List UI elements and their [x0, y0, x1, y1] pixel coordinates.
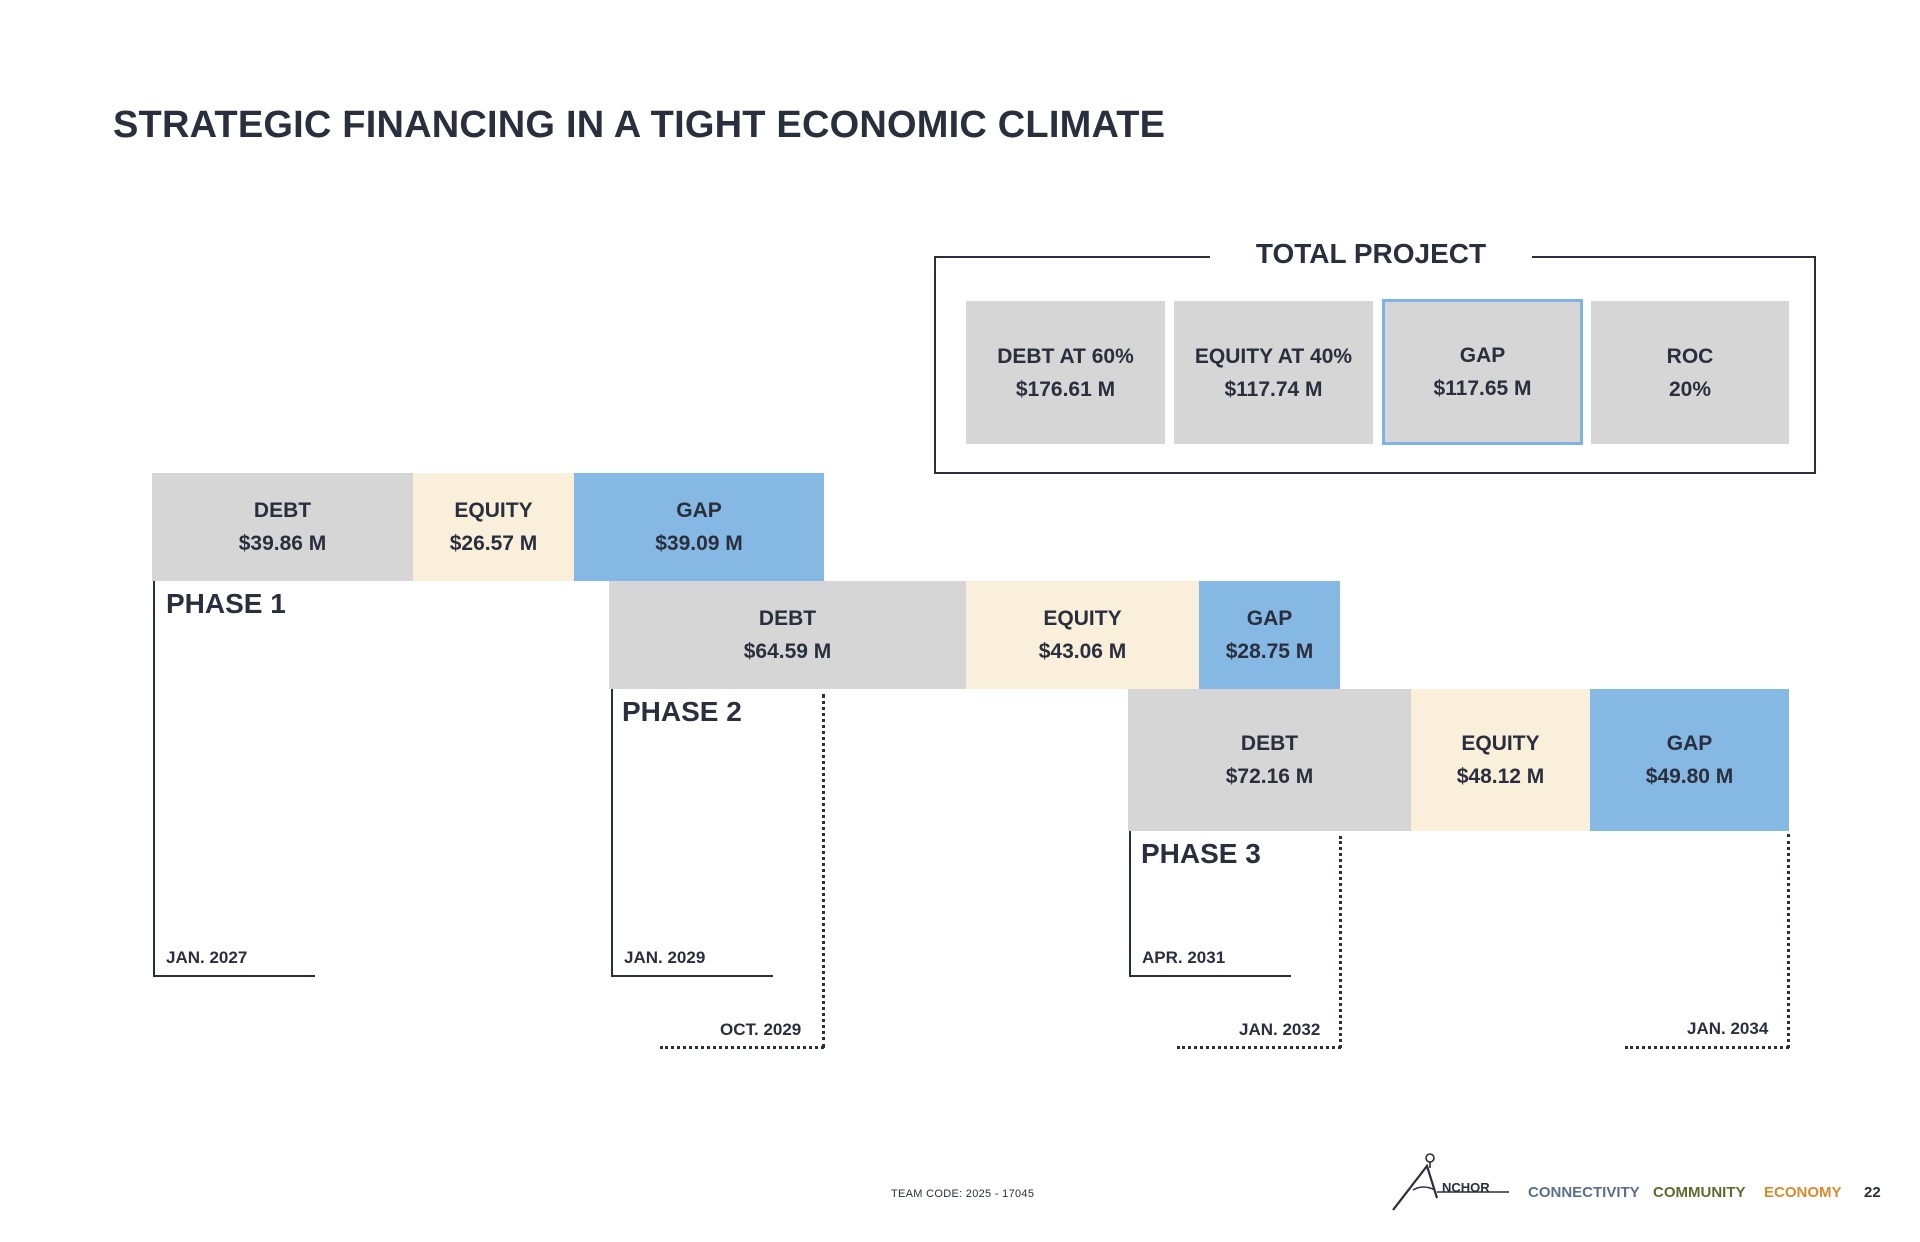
total-project-frame-top-right: [1532, 256, 1816, 258]
phase3-end-dotted-horizontal: [1177, 1046, 1341, 1049]
phase2-bracket-horizontal: [611, 975, 773, 977]
phase3-gap-label: GAP: [1666, 732, 1713, 755]
phase3-debt-value: $72.16 M: [1225, 765, 1314, 788]
total-project-frame-top-left: [934, 256, 1210, 258]
phase3-debt-label: DEBT: [1240, 732, 1299, 755]
phase1-label: PHASE 1: [166, 588, 286, 619]
phase2-equity-box: EQUITY $43.06 M: [966, 581, 1199, 689]
total-gap-label: GAP: [1459, 344, 1506, 367]
phase2-end-dotted-horizontal: [660, 1046, 824, 1049]
total-roc-box: ROC 20%: [1591, 301, 1789, 444]
phase3-start-date: APR. 2031: [1142, 948, 1226, 967]
phase3-end-date: JAN. 2032: [1239, 1020, 1321, 1039]
total-equity-value: $117.74 M: [1224, 377, 1323, 401]
final-dotted-horizontal: [1625, 1046, 1789, 1049]
phase3-gap-value: $49.80 M: [1645, 765, 1734, 788]
phase1-start-date: JAN. 2027: [166, 948, 248, 967]
total-project-frame: [934, 257, 1816, 474]
phase3-equity-label: EQUITY: [1461, 732, 1540, 755]
phase2-gap-label: GAP: [1246, 607, 1293, 630]
phase2-label: PHASE 2: [622, 696, 742, 727]
total-gap-box: GAP $117.65 M: [1382, 299, 1583, 445]
phase1-bracket-horizontal: [153, 975, 315, 977]
phase2-equity-label: EQUITY: [1043, 607, 1122, 630]
team-code: TEAM CODE: 2025 - 17045: [891, 1188, 1035, 1200]
phase1-debt-value: $39.86 M: [238, 532, 327, 555]
phase1-equity-value: $26.57 M: [449, 532, 538, 555]
phase2-end-dotted-vertical: [822, 694, 825, 1048]
anchor-logo-icon: [1392, 1153, 1509, 1211]
phase1-gap-box: GAP $39.09 M: [574, 473, 824, 581]
final-dotted-vertical: [1787, 834, 1790, 1048]
tag-economy: ECONOMY: [1764, 1184, 1842, 1201]
phase1-gap-label: GAP: [676, 499, 722, 522]
phase2-debt-label: DEBT: [758, 607, 817, 630]
phase3-debt-box: DEBT $72.16 M: [1128, 689, 1411, 831]
tag-community: COMMUNITY: [1653, 1184, 1746, 1201]
phase2-equity-value: $43.06 M: [1038, 640, 1127, 663]
phase3-equity-value: $48.12 M: [1456, 765, 1545, 788]
phase3-label: PHASE 3: [1141, 838, 1261, 869]
total-equity-label: EQUITY AT 40%: [1194, 344, 1353, 368]
phase1-equity-label: EQUITY: [454, 499, 533, 522]
phase1-bracket-vertical: [153, 581, 155, 977]
total-gap-value: $117.65 M: [1433, 377, 1532, 400]
phase3-bracket-horizontal: [1129, 975, 1291, 977]
total-roc-label: ROC: [1666, 344, 1714, 368]
tag-connectivity: CONNECTIVITY: [1528, 1184, 1640, 1201]
total-debt-value: $176.61 M: [1015, 377, 1116, 401]
phase2-gap-box: GAP $28.75 M: [1199, 581, 1340, 689]
phase3-bracket-vertical: [1129, 831, 1131, 977]
phase1-debt-label: DEBT: [253, 499, 312, 522]
phase3-end-dotted-vertical: [1339, 836, 1342, 1048]
total-equity-box: EQUITY AT 40% $117.74 M: [1174, 301, 1373, 444]
phase2-end-date: OCT. 2029: [720, 1020, 802, 1039]
total-roc-value: 20%: [1668, 377, 1712, 401]
phase1-gap-value: $39.09 M: [655, 532, 743, 555]
phase2-bracket-vertical: [611, 689, 613, 977]
phase2-debt-box: DEBT $64.59 M: [609, 581, 966, 689]
page-number: 22: [1864, 1184, 1881, 1201]
phase2-gap-value: $28.75 M: [1225, 640, 1314, 663]
phase2-start-date: JAN. 2029: [624, 948, 706, 967]
logo-text: NCHOR: [1442, 1180, 1490, 1195]
phase1-debt-box: DEBT $39.86 M: [152, 473, 413, 581]
phase2-debt-value: $64.59 M: [743, 640, 832, 663]
total-project-title: TOTAL PROJECT: [1255, 238, 1487, 269]
total-debt-box: DEBT AT 60% $176.61 M: [966, 301, 1165, 444]
phase3-equity-box: EQUITY $48.12 M: [1411, 689, 1590, 831]
total-debt-label: DEBT AT 60%: [997, 344, 1134, 368]
phase1-equity-box: EQUITY $26.57 M: [413, 473, 574, 581]
final-date: JAN. 2034: [1687, 1019, 1769, 1038]
phase3-gap-box: GAP $49.80 M: [1590, 689, 1789, 831]
page-title: STRATEGIC FINANCING IN A TIGHT ECONOMIC …: [113, 104, 1166, 146]
